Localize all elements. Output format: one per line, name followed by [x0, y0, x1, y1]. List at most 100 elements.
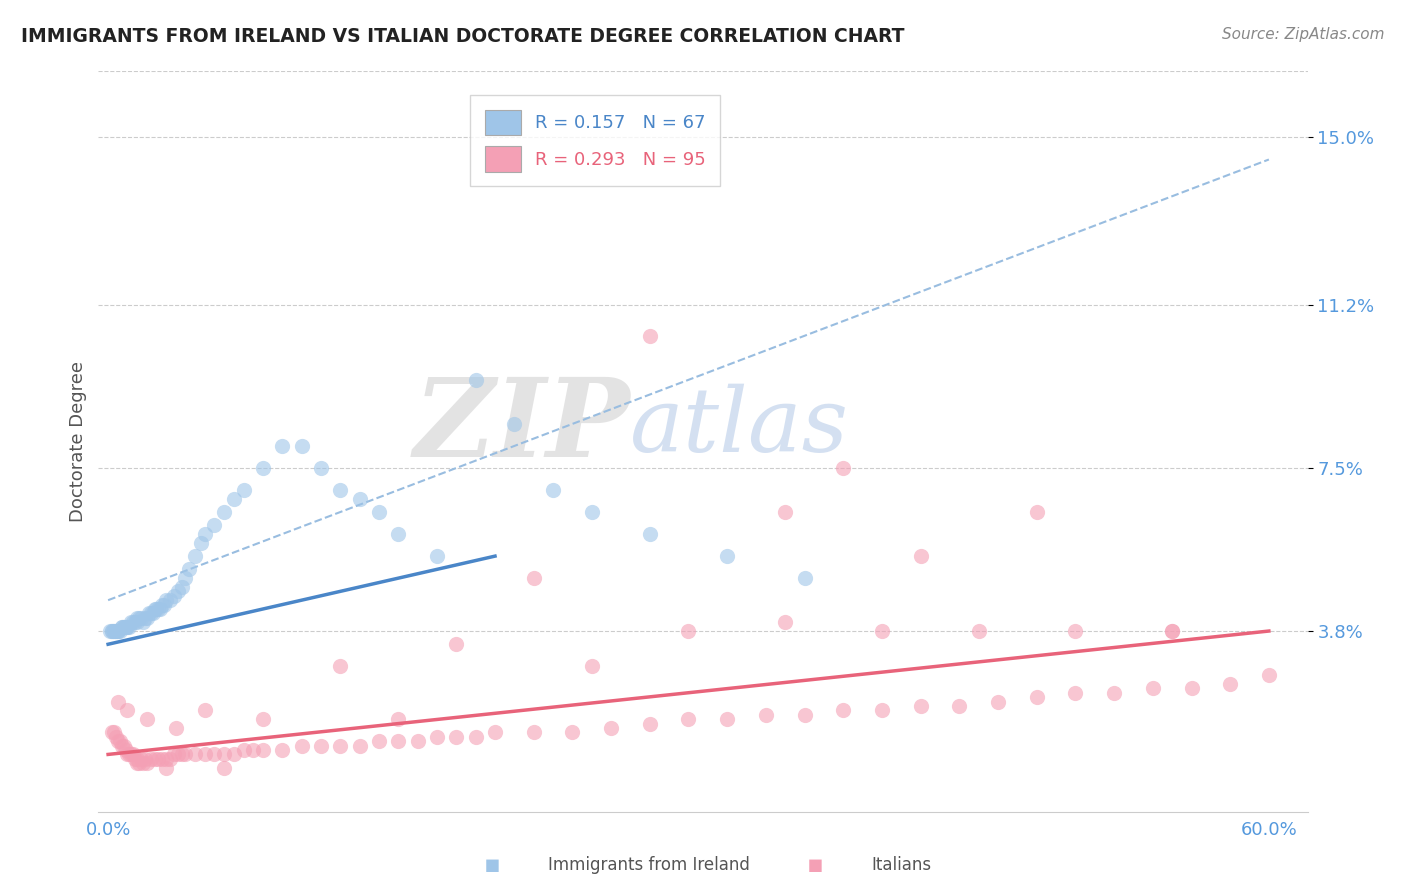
Point	[212, 505, 235, 519]
Point	[174, 571, 197, 585]
Point	[117, 620, 139, 634]
Point	[104, 624, 127, 638]
Point	[104, 730, 127, 744]
Point	[638, 527, 661, 541]
Point	[773, 505, 796, 519]
Point	[117, 703, 139, 717]
Point	[426, 549, 449, 563]
Point	[134, 611, 156, 625]
Point	[129, 752, 152, 766]
Point	[148, 602, 170, 616]
Point	[117, 747, 139, 762]
Point	[600, 721, 623, 735]
Point	[159, 752, 181, 766]
Point	[165, 721, 187, 735]
Point	[368, 734, 391, 748]
Point	[194, 703, 217, 717]
Point	[523, 571, 546, 585]
Point	[349, 739, 371, 753]
Text: Immigrants from Ireland: Immigrants from Ireland	[548, 856, 751, 874]
Point	[128, 756, 150, 771]
Point	[117, 620, 139, 634]
Point	[184, 549, 207, 563]
Point	[155, 752, 177, 766]
Point	[139, 607, 162, 621]
Point	[143, 752, 166, 766]
Point	[101, 624, 124, 638]
Point	[204, 518, 226, 533]
Point	[170, 580, 193, 594]
Point	[98, 624, 121, 638]
Point	[107, 624, 129, 638]
Text: ZIP: ZIP	[413, 373, 630, 481]
Point	[222, 491, 245, 506]
Point	[124, 752, 146, 766]
Point	[967, 624, 990, 638]
Text: ▪: ▪	[484, 854, 501, 877]
Point	[212, 747, 235, 762]
Point	[127, 756, 149, 771]
Point	[149, 602, 172, 616]
Point	[118, 747, 141, 762]
Point	[107, 734, 129, 748]
Point	[252, 712, 274, 726]
Point	[1064, 624, 1087, 638]
Point	[1180, 681, 1202, 696]
Point	[368, 505, 391, 519]
Point	[108, 624, 131, 638]
Point	[135, 611, 157, 625]
Point	[166, 584, 188, 599]
Point	[134, 752, 156, 766]
Point	[103, 725, 125, 739]
Point	[120, 615, 142, 630]
Point	[290, 739, 312, 753]
Point	[464, 373, 486, 387]
Point	[107, 694, 129, 708]
Point	[948, 698, 970, 713]
Point	[179, 562, 201, 576]
Point	[212, 761, 235, 775]
Point	[387, 712, 409, 726]
Text: Italians: Italians	[872, 856, 932, 874]
Point	[581, 505, 603, 519]
Point	[484, 725, 506, 739]
Point	[232, 743, 254, 757]
Point	[122, 747, 145, 762]
Point	[541, 483, 564, 497]
Point	[143, 602, 166, 616]
Point	[108, 734, 131, 748]
Point	[309, 739, 332, 753]
Point	[111, 739, 134, 753]
Point	[309, 461, 332, 475]
Point	[122, 615, 145, 630]
Point	[112, 620, 135, 634]
Point	[135, 712, 157, 726]
Legend: R = 0.157   N = 67, R = 0.293   N = 95: R = 0.157 N = 67, R = 0.293 N = 95	[470, 95, 720, 186]
Point	[111, 620, 134, 634]
Point	[1064, 686, 1087, 700]
Point	[150, 598, 173, 612]
Point	[120, 747, 142, 762]
Point	[112, 739, 135, 753]
Point	[329, 483, 352, 497]
Point	[832, 703, 855, 717]
Point	[104, 624, 127, 638]
Point	[163, 747, 186, 762]
Point	[406, 734, 429, 748]
Point	[252, 743, 274, 757]
Point	[773, 615, 796, 630]
Point	[638, 716, 661, 731]
Point	[148, 752, 170, 766]
Point	[150, 752, 173, 766]
Point	[166, 747, 188, 762]
Point	[153, 598, 176, 612]
Point	[159, 593, 181, 607]
Point	[101, 725, 124, 739]
Point	[271, 743, 294, 757]
Point	[135, 756, 157, 771]
Point	[503, 417, 526, 431]
Point	[127, 615, 149, 630]
Point	[155, 593, 177, 607]
Point	[163, 589, 186, 603]
Point	[446, 637, 468, 651]
